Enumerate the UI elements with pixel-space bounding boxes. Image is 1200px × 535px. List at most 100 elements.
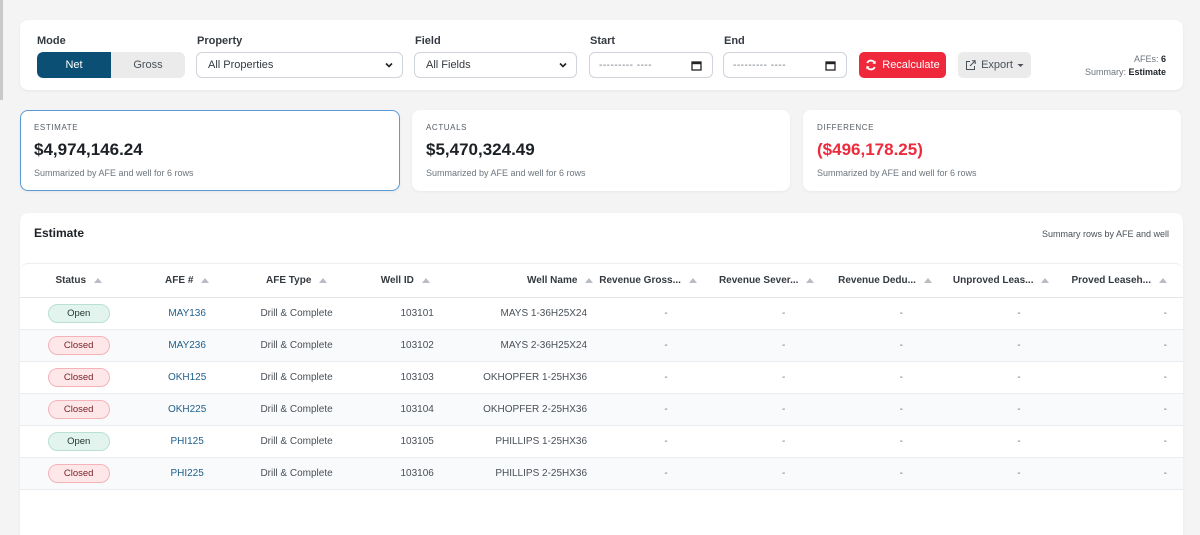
end-date-placeholder: --------- ---- <box>733 59 787 71</box>
well-name-cell: MAYS 1-36H25X24 <box>500 308 588 319</box>
card-value: ($496,178.25) <box>817 140 923 159</box>
end-label: End <box>724 35 745 47</box>
revenue-severance-cell: - <box>781 468 786 479</box>
table-title: Estimate <box>34 226 85 240</box>
afe-type-cell: Drill & Complete <box>260 436 333 447</box>
property-select[interactable]: All Properties <box>196 52 403 78</box>
table-row[interactable]: Open PHI125 Drill & Complete 103105 PHIL… <box>20 426 1183 458</box>
table-row[interactable]: Closed PHI225 Drill & Complete 103106 PH… <box>20 458 1183 490</box>
revenue-deductions-cell: - <box>899 308 903 319</box>
mode-net-button[interactable]: Net <box>37 52 111 78</box>
refresh-icon <box>866 59 877 71</box>
window-edge <box>0 0 3 100</box>
column-header-proved-leasehold[interactable]: Proved Leaseh... <box>1065 264 1183 297</box>
column-header-afe-type[interactable]: AFE Type <box>237 264 356 297</box>
unproved-leasehold-cell: - <box>1017 436 1021 447</box>
unproved-leasehold-cell: - <box>1017 468 1021 479</box>
revenue-deductions-cell: - <box>899 372 903 383</box>
column-header-well-id[interactable]: Well ID <box>356 264 436 297</box>
column-header-revenue-gross[interactable]: Revenue Gross... <box>595 264 713 297</box>
sort-asc-icon[interactable] <box>421 278 430 283</box>
card-label: ESTIMATE <box>34 123 79 132</box>
mode-toggle[interactable]: Net Gross <box>37 52 185 78</box>
summary-meta: AFEs: 6 Summary: Estimate <box>1085 53 1166 79</box>
revenue-gross-cell: - <box>664 308 668 319</box>
chevron-down-icon <box>559 62 567 68</box>
card-note: Summarized by AFE and well for 6 rows <box>426 168 586 178</box>
column-header-status[interactable]: Status <box>20 264 137 297</box>
table-row[interactable]: Closed MAY236 Drill & Complete 103102 MA… <box>20 330 1183 362</box>
revenue-deductions-cell: - <box>899 404 903 415</box>
card-note: Summarized by AFE and well for 6 rows <box>34 168 194 178</box>
column-header-revenue-severance[interactable]: Revenue Sever... <box>713 264 831 297</box>
calendar-icon[interactable] <box>691 60 702 71</box>
start-group: Start <box>590 34 615 48</box>
afe-link[interactable]: PHI225 <box>170 468 204 479</box>
afe-link[interactable]: OKH225 <box>167 404 207 415</box>
afe-type-cell: Drill & Complete <box>260 468 333 479</box>
unproved-leasehold-cell: - <box>1017 372 1021 383</box>
column-header-afe[interactable]: AFE # <box>137 264 237 297</box>
afe-link[interactable]: MAY236 <box>168 340 206 351</box>
table-row[interactable]: Closed OKH225 Drill & Complete 103104 OK… <box>20 394 1183 426</box>
table-row[interactable]: Open MAY136 Drill & Complete 103101 MAYS… <box>20 298 1183 330</box>
status-badge: Closed <box>47 400 110 419</box>
field-select[interactable]: All Fields <box>414 52 577 78</box>
sort-asc-icon[interactable] <box>1041 278 1050 283</box>
estimate-table-panel: Estimate Summary rows by AFE and well St… <box>20 213 1183 535</box>
afe-type-cell: Drill & Complete <box>260 404 333 415</box>
start-date-placeholder: --------- ---- <box>599 59 653 71</box>
afe-type-cell: Drill & Complete <box>260 372 333 383</box>
mode-label: Mode <box>37 35 66 47</box>
card-value: $4,974,146.24 <box>34 140 143 159</box>
sort-asc-icon[interactable] <box>688 278 697 283</box>
unproved-leasehold-cell: - <box>1017 340 1021 351</box>
sort-asc-icon[interactable] <box>94 278 102 283</box>
afe-link[interactable]: OKH125 <box>167 372 207 383</box>
revenue-severance-cell: - <box>781 372 786 383</box>
recalculate-button[interactable]: Recalculate <box>859 52 946 78</box>
card-value: $5,470,324.49 <box>426 140 535 159</box>
revenue-severance-cell: - <box>781 340 786 351</box>
well-id-cell: 103106 <box>400 468 434 479</box>
column-header-unproved-leasehold[interactable]: Unproved Leas... <box>948 264 1066 297</box>
summary-mode: Summary: Estimate <box>1084 67 1166 77</box>
sort-asc-icon[interactable] <box>585 278 594 283</box>
difference-card[interactable]: DIFFERENCE ($496,178.25) Summarized by A… <box>803 110 1181 191</box>
estimate-card[interactable]: ESTIMATE $4,974,146.24 Summarized by AFE… <box>20 110 400 191</box>
mode-gross-button[interactable]: Gross <box>133 59 163 71</box>
export-label: Export <box>981 59 1013 71</box>
end-date-input[interactable]: --------- ---- <box>723 52 847 78</box>
column-header-well-name[interactable]: Well Name <box>436 264 595 297</box>
column-header-revenue-deductions[interactable]: Revenue Dedu... <box>830 264 948 297</box>
status-badge: Closed <box>47 368 110 387</box>
revenue-severance-cell: - <box>781 404 786 415</box>
sort-asc-icon[interactable] <box>806 278 815 283</box>
sort-asc-icon[interactable] <box>1158 278 1167 283</box>
revenue-gross-cell: - <box>664 436 668 447</box>
actuals-card[interactable]: ACTUALS $5,470,324.49 Summarized by AFE … <box>412 110 790 191</box>
unproved-leasehold-cell: - <box>1017 404 1021 415</box>
calendar-icon[interactable] <box>825 60 836 71</box>
afe-link[interactable]: MAY136 <box>168 308 206 319</box>
well-id-cell: 103105 <box>400 436 434 447</box>
revenue-gross-cell: - <box>664 468 668 479</box>
afe-link[interactable]: PHI125 <box>170 436 204 447</box>
revenue-gross-cell: - <box>664 340 668 351</box>
afes-count: AFEs: 6 <box>1133 54 1166 64</box>
well-name-cell: PHILLIPS 2-25HX36 <box>495 468 588 479</box>
card-label: ACTUALS <box>426 123 468 132</box>
field-label: Field <box>415 35 441 47</box>
revenue-deductions-cell: - <box>899 468 903 479</box>
sort-asc-icon[interactable] <box>923 278 932 283</box>
export-button[interactable]: Export <box>958 52 1031 78</box>
table-header-row: Status AFE # AFE Type Well ID Well Name … <box>20 264 1183 298</box>
well-name-cell: MAYS 2-36H25X24 <box>500 340 588 351</box>
table-row[interactable]: Closed OKH125 Drill & Complete 103103 OK… <box>20 362 1183 394</box>
sort-asc-icon[interactable] <box>319 278 328 283</box>
sort-asc-icon[interactable] <box>201 278 210 283</box>
property-label: Property <box>197 35 243 47</box>
field-value: All Fields <box>426 59 471 71</box>
property-group: Property <box>197 34 242 48</box>
start-date-input[interactable]: --------- ---- <box>589 52 713 78</box>
